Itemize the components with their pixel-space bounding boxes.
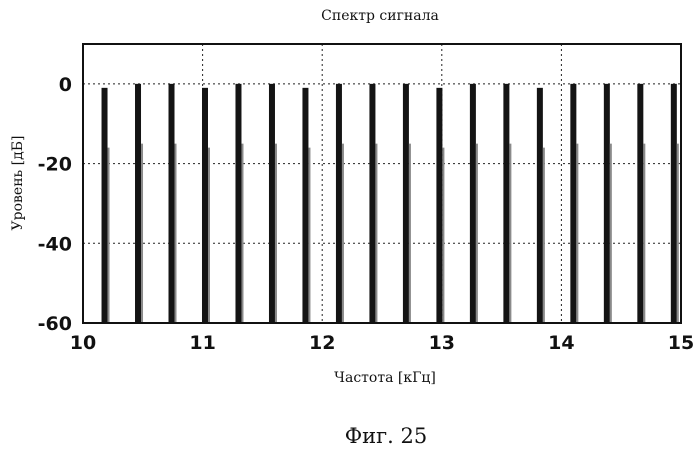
x-tick-label: 11	[189, 332, 215, 354]
spectrum-bar-sidelobe	[175, 144, 177, 323]
spectrum-bar-sidelobe	[342, 144, 344, 323]
spectrum-bar-sidelobe	[108, 148, 110, 323]
spectrum-bar	[637, 84, 643, 323]
spectrum-bar	[302, 88, 308, 323]
spectrum-bar-sidelobe	[375, 144, 377, 323]
spectrum-bar	[336, 84, 342, 323]
spectrum-bar-sidelobe	[442, 148, 444, 323]
spectrum-bar-sidelobe	[141, 144, 143, 323]
x-axis-label: Частота [кГц]	[334, 370, 436, 386]
spectrum-bar	[135, 84, 141, 323]
figure-caption: Фиг. 25	[345, 424, 428, 448]
spectrum-bar	[202, 88, 208, 323]
spectrum-bar	[403, 84, 409, 323]
spectrum-bar-sidelobe	[677, 144, 679, 323]
spectrum-bar	[235, 84, 241, 323]
spectrum-bar	[604, 84, 610, 323]
y-tick-label: -20	[38, 154, 72, 176]
spectrum-bar	[470, 84, 476, 323]
spectrum-bar	[671, 84, 677, 323]
spectrum-bar	[570, 84, 576, 323]
spectrum-bar	[369, 84, 375, 323]
spectrum-bar-sidelobe	[576, 144, 578, 323]
spectrum-bar-sidelobe	[275, 144, 277, 323]
spectrum-bar-sidelobe	[643, 144, 645, 323]
y-tick-label: -60	[38, 313, 72, 335]
x-tick-label: 14	[548, 332, 574, 354]
x-tick-label: 12	[309, 332, 335, 354]
chart-title: Спектр сигнала	[321, 8, 439, 24]
spectrum-bar	[102, 88, 108, 323]
spectrum-bar-sidelobe	[543, 148, 545, 323]
spectrum-bar-sidelobe	[509, 144, 511, 323]
y-axis-label: Уровень [дБ]	[10, 136, 26, 231]
spectrum-bar	[537, 88, 543, 323]
y-tick-label: -40	[38, 233, 72, 255]
spectrum-bar-sidelobe	[208, 148, 210, 323]
y-tick-label: 0	[59, 74, 72, 96]
x-tick-labels: 10 11 12 13 14 15	[70, 332, 694, 354]
spectrum-bar-sidelobe	[308, 148, 310, 323]
y-tick-labels: 0 -20 -40 -60	[38, 74, 72, 335]
bar-series	[102, 84, 679, 323]
spectrum-bar-sidelobe	[476, 144, 478, 323]
spectrum-bar	[503, 84, 509, 323]
spectrum-bar-sidelobe	[409, 144, 411, 323]
x-tick-label: 15	[668, 332, 694, 354]
x-tick-label: 10	[70, 332, 96, 354]
spectrum-bar-sidelobe	[610, 144, 612, 323]
spectrum-bar	[269, 84, 275, 323]
spectrum-bar	[169, 84, 175, 323]
spectrum-bar	[436, 88, 442, 323]
x-tick-label: 13	[429, 332, 455, 354]
spectrum-bar-sidelobe	[241, 144, 243, 323]
